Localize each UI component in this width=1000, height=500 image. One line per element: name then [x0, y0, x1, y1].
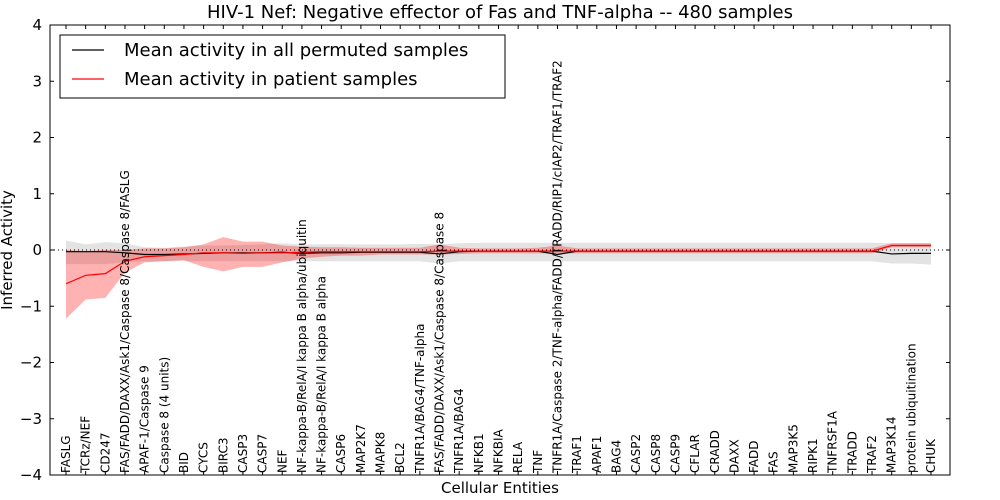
category-label: DAXX [727, 439, 741, 473]
category-label: FAS [767, 451, 781, 473]
category-label: MAPK8 [374, 432, 388, 473]
legend-box [59, 34, 506, 99]
y-tick-label: 4 [32, 16, 42, 34]
category-label: TCRz/NEF [79, 416, 93, 474]
y-tick-label: −4 [20, 466, 42, 484]
category-label: CYCS [197, 442, 211, 473]
category-label: BIRC3 [216, 437, 230, 473]
legend: Mean activity in all permuted samples Me… [59, 34, 506, 99]
category-label: NEF [275, 449, 289, 473]
category-label: APAF-1/Caspase 9 [138, 365, 152, 473]
category-label: CASP2 [629, 434, 643, 473]
category-label: CASP7 [256, 434, 270, 473]
series-lines [65, 244, 931, 285]
x-axis-ticks [65, 25, 932, 475]
category-label: FAS/FADD/DAXX/Ask1/Caspase 8/Caspase 8 [433, 212, 447, 473]
y-tick-label: 0 [32, 241, 42, 259]
category-label: CASP8 [649, 434, 663, 473]
category-label: CFLAR [688, 434, 702, 473]
y-axis-ticks: −4 −3 −2 −1 0 1 2 3 4 [20, 16, 950, 484]
category-label: BID [177, 452, 191, 473]
category-label: CASP6 [334, 434, 348, 473]
category-label: NF-kappa-B/RelA/I kappa B alpha/ubiquiti… [295, 219, 309, 473]
y-tick-label: −3 [20, 410, 42, 428]
category-label: TNF [531, 450, 545, 474]
confidence-bands [66, 237, 931, 319]
y-tick-label: 2 [32, 129, 42, 147]
category-label: FAS/FADD/DAXX/Ask1/Caspase 8/Caspase 8/F… [118, 170, 132, 473]
category-label: NFKBIA [492, 428, 506, 473]
category-label: BCL2 [393, 442, 407, 473]
band-patient-samples [66, 237, 931, 319]
category-label: TNFR1A/Caspase 2/TNF-alpha/FADD/TRADD/RI… [550, 60, 564, 474]
category-label: APAF1 [590, 436, 604, 473]
category-label: protein ubiquitination [904, 343, 918, 473]
category-label: CASP9 [668, 434, 682, 473]
category-label: CHUK [924, 438, 938, 473]
category-label: TRAF2 [865, 435, 879, 474]
category-label: TNFR1A/BAG4 [452, 388, 466, 474]
legend-label-permuted: Mean activity in all permuted samples [124, 40, 468, 61]
y-tick-label: 1 [32, 185, 42, 203]
y-tick-label: 3 [32, 72, 42, 90]
category-label: MAP3K14 [885, 416, 899, 473]
band-permuted-samples [66, 240, 931, 265]
category-label: RELA [511, 441, 525, 473]
y-axis-title: Inferred Activity [0, 190, 16, 310]
category-label: CD247 [98, 432, 112, 473]
category-label: FADD [747, 441, 761, 474]
category-label: MAP3K5 [786, 424, 800, 473]
category-label: MAP2K7 [354, 424, 368, 473]
category-label: Caspase 8 (4 units) [157, 357, 171, 473]
chart-title: HIV-1 Nef: Negative effector of Fas and … [207, 2, 793, 23]
y-tick-label: −1 [20, 297, 42, 315]
x-axis-title: Cellular Entities [441, 479, 559, 497]
y-tick-label: −2 [20, 354, 42, 372]
category-label: RIPK1 [806, 438, 820, 473]
category-label: BAG4 [609, 440, 623, 473]
category-label: NFKB1 [472, 433, 486, 473]
category-labels: FASLG TCRz/NEF CD247 FAS/FADD/DAXX/Ask1/Cas… [59, 60, 938, 474]
category-label: TRAF1 [570, 435, 584, 474]
category-label: NF-kappa-B/RelA/I kappa B alpha [315, 276, 329, 473]
category-label: TNFRSF1A [826, 410, 840, 474]
category-label: TNFR1A/BAG4/TNF-alpha [413, 324, 427, 474]
category-label: TRADD [845, 431, 859, 474]
category-label: CASP3 [236, 434, 250, 473]
category-label: CRADD [708, 430, 722, 473]
line-patient-samples [65, 244, 931, 285]
category-label: FASLG [59, 435, 73, 473]
legend-label-patient: Mean activity in patient samples [124, 69, 418, 90]
